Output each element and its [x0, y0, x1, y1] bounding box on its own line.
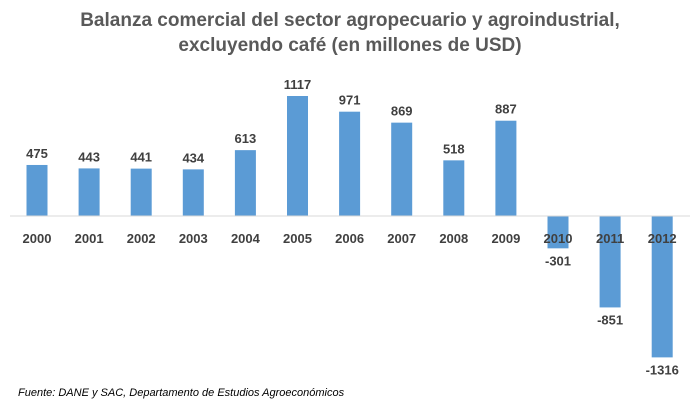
x-tick-label-2005: 2005 [283, 231, 312, 246]
bar-2010 [547, 216, 569, 249]
x-tick-label-2007: 2007 [387, 231, 416, 246]
x-tick-label-2003: 2003 [179, 231, 208, 246]
x-tick-label-2006: 2006 [335, 231, 364, 246]
bar-2011 [599, 216, 621, 308]
bar-2007 [391, 122, 413, 216]
bar-2004 [234, 150, 256, 216]
x-tick-label-2008: 2008 [439, 231, 468, 246]
data-label-2007: 869 [391, 104, 413, 119]
x-tick-label-2009: 2009 [491, 231, 520, 246]
data-label-2009: 887 [495, 102, 517, 117]
x-tick-label-2001: 2001 [75, 231, 104, 246]
data-label-2005: 1117 [284, 77, 312, 92]
data-label-2003: 434 [182, 150, 204, 165]
bar-2002 [130, 168, 152, 216]
x-tick-label-2010: 2010 [544, 231, 573, 246]
chart-title: Balanza comercial del sector agropecuari… [0, 8, 700, 58]
data-label-2000: 475 [26, 146, 48, 161]
data-label-2006: 971 [339, 93, 361, 108]
bar-2008 [443, 160, 465, 216]
x-tick-label-2000: 2000 [23, 231, 52, 246]
bar-2003 [182, 169, 204, 216]
data-label-2001: 443 [78, 149, 100, 164]
bar-2000 [26, 164, 48, 216]
bar-2005 [287, 96, 308, 216]
title-line-2: excluyendo café (en millones de USD) [178, 35, 522, 56]
x-tick-label-2011: 2011 [596, 231, 624, 246]
x-tick-label-2004: 2004 [231, 231, 261, 246]
source-note: Fuente: DANE y SAC, Departamento de Estu… [18, 387, 345, 399]
bar-2006 [339, 111, 361, 216]
x-tick-label-2012: 2012 [648, 231, 677, 246]
data-label-2008: 518 [443, 141, 465, 156]
x-tick-label-2002: 2002 [127, 231, 156, 246]
bar-2001 [78, 168, 100, 216]
data-label-2012: -1316 [646, 362, 679, 377]
data-label-2010: -301 [545, 253, 571, 268]
title-line-1: Balanza comercial del sector agropecuari… [80, 10, 620, 31]
bar-2012 [651, 216, 673, 358]
data-label-2002: 441 [130, 150, 152, 165]
data-label-2004: 613 [235, 131, 257, 146]
bar-2009 [495, 120, 517, 216]
data-label-2011: -851 [597, 312, 623, 327]
